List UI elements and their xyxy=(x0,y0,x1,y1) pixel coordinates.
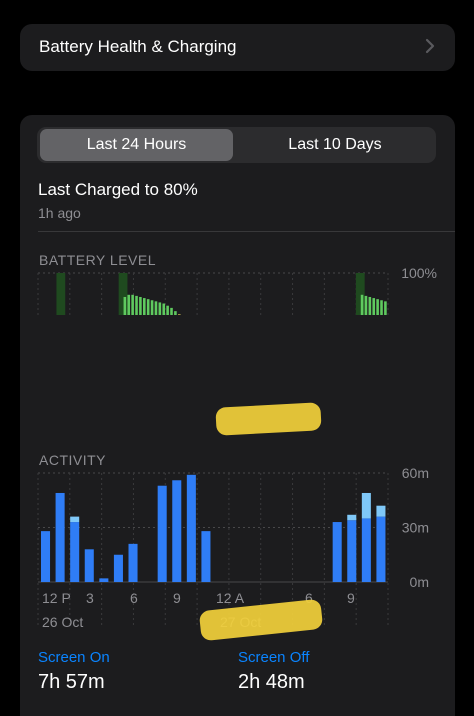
x-tick-label: 12 P xyxy=(42,590,71,606)
screen-on-bar xyxy=(84,549,94,582)
battery-bar xyxy=(127,294,131,315)
last-charged-title: Last Charged to 80% xyxy=(38,180,198,199)
charging-band xyxy=(355,273,365,315)
x-tick-label: 3 xyxy=(86,590,94,606)
screen-off-bar xyxy=(70,516,80,523)
battery-bar xyxy=(170,307,173,315)
screen-on-bar xyxy=(172,480,182,582)
battery-bar xyxy=(154,301,158,315)
battery-bar xyxy=(143,298,146,315)
screen-on-bar xyxy=(128,543,138,582)
x-tick-label: 9 xyxy=(347,590,355,606)
battery-bar xyxy=(376,299,379,315)
battery-health-charging-label: Battery Health & Charging xyxy=(39,37,237,56)
screen-on-bar xyxy=(41,531,51,582)
battery-bar xyxy=(166,305,169,315)
y-tick-label: 100% xyxy=(401,265,437,281)
last-charged-time: 1h ago xyxy=(38,205,81,221)
screen-on-bar xyxy=(157,485,167,582)
screen-on-bar xyxy=(361,518,371,582)
battery-bar xyxy=(135,295,138,315)
screen-off-value: 2h 48m xyxy=(238,671,305,693)
screen-on-bar xyxy=(99,578,109,582)
screen-off-bar xyxy=(347,514,357,521)
battery-level-chart: 100%50%0%12 P3699 xyxy=(37,265,437,315)
x-tick-label: 6 xyxy=(305,590,313,606)
y-tick-label: 60m xyxy=(402,465,429,481)
screen-on-label: Screen On xyxy=(38,649,110,666)
battery-bar xyxy=(372,298,376,315)
tab-last-10-days[interactable]: Last 10 Days xyxy=(288,136,382,153)
screen-on-bar xyxy=(347,520,357,582)
x-tick-label: 6 xyxy=(130,590,138,606)
activity-title: ACTIVITY xyxy=(39,452,107,468)
screen-on-bar xyxy=(186,474,196,582)
battery-bar xyxy=(146,299,150,315)
chevron-right-icon xyxy=(425,38,435,54)
tab-last-24-hours[interactable]: Last 24 Hours xyxy=(40,129,233,161)
redaction-mark xyxy=(215,402,322,436)
x-tick-label: 9 xyxy=(173,590,181,606)
battery-usage-card: Last 24 Hours Last 10 Days Last Charged … xyxy=(20,115,455,716)
screen-off-bar xyxy=(361,492,371,519)
battery-bar xyxy=(139,296,142,315)
battery-health-charging-row[interactable]: Battery Health & Charging xyxy=(20,24,455,71)
battery-bar xyxy=(162,303,166,315)
time-range-segmented-control: Last 24 Hours Last 10 Days xyxy=(37,127,436,163)
divider xyxy=(38,231,455,232)
battery-bar xyxy=(364,295,368,315)
screen-on-value: 7h 57m xyxy=(38,671,105,693)
y-tick-label: 30m xyxy=(402,520,429,536)
screen-on-bar xyxy=(70,522,80,582)
x-tick-label: 12 A xyxy=(216,590,245,606)
battery-level-title: BATTERY LEVEL xyxy=(39,252,156,268)
charging-band xyxy=(56,273,66,315)
screen-on-bar xyxy=(332,522,342,582)
battery-bar xyxy=(368,296,372,315)
date-label: 26 Oct xyxy=(42,614,83,630)
battery-bar xyxy=(380,300,383,315)
screen-off-bar xyxy=(376,505,386,517)
charging-band xyxy=(118,273,128,315)
battery-bar xyxy=(123,296,127,315)
battery-bar xyxy=(158,302,162,315)
battery-bar xyxy=(174,311,177,315)
battery-bar xyxy=(360,294,364,315)
screen-on-bar xyxy=(113,554,123,582)
battery-bar xyxy=(384,301,387,315)
battery-bar xyxy=(131,294,134,315)
screen-off-label: Screen Off xyxy=(238,649,310,666)
screen-on-bar xyxy=(376,516,386,582)
screen-on-bar xyxy=(55,492,65,582)
battery-bar xyxy=(178,314,181,315)
battery-bar xyxy=(150,300,154,315)
y-tick-label: 0m xyxy=(410,574,429,590)
screen-on-bar xyxy=(201,531,211,582)
